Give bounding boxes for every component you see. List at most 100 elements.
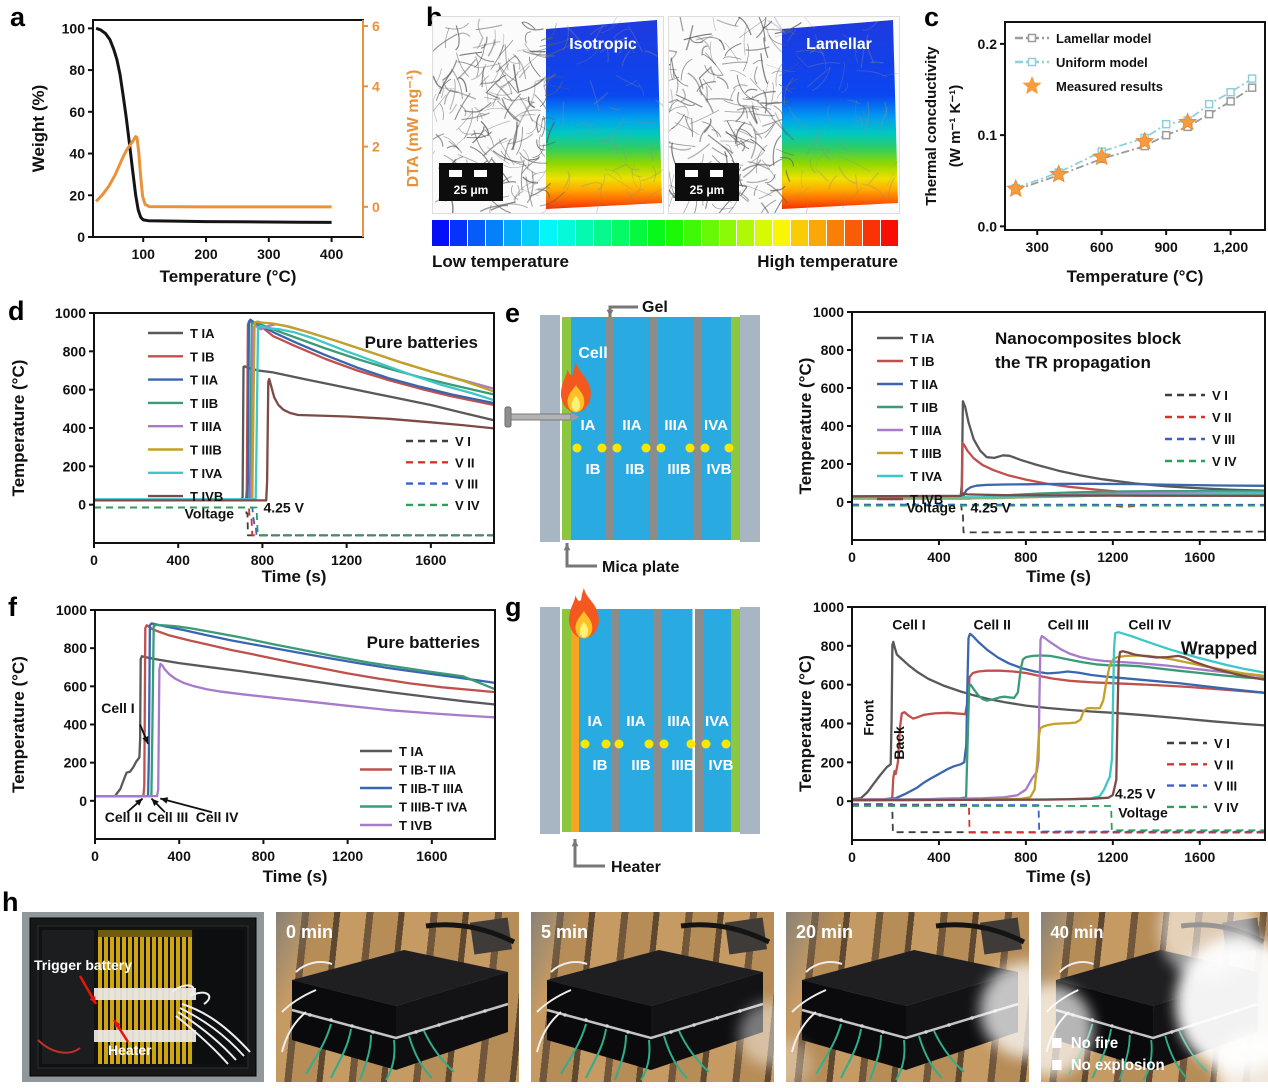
x-axis-label: Temperature (°C) bbox=[160, 267, 297, 286]
colorbar-segment bbox=[575, 220, 593, 246]
y-tick-label: 400 bbox=[821, 418, 845, 434]
legend-label: V I bbox=[1214, 736, 1230, 751]
x-tick-label: 1600 bbox=[1184, 549, 1215, 565]
x-tick-label: 400 bbox=[168, 848, 192, 864]
colorbar-segment bbox=[773, 220, 791, 246]
panel-letter-a: a bbox=[10, 2, 26, 32]
y-tick-label: 0.1 bbox=[978, 127, 998, 143]
photo-40-min: 40 min No fire No explosion bbox=[1041, 912, 1268, 1082]
legend-label: V I bbox=[455, 434, 471, 449]
legend-label: T IVB bbox=[910, 492, 943, 507]
colorbar-segment bbox=[827, 220, 845, 246]
lamellar-label: Lamellar bbox=[806, 36, 872, 53]
panel-letter-d: d bbox=[8, 296, 25, 326]
y-tick-label: 600 bbox=[821, 677, 845, 693]
insulation-strip-right bbox=[731, 609, 740, 832]
x-tick-label: 0 bbox=[848, 849, 856, 865]
cell-label-top: IVA bbox=[704, 417, 728, 434]
colorbar-low-label: Low temperature bbox=[432, 252, 569, 271]
y-tick-label: 0 bbox=[79, 793, 87, 809]
time-label: 20 min bbox=[796, 922, 853, 942]
green-wire bbox=[933, 1030, 965, 1073]
thermocouple-dot bbox=[601, 739, 611, 749]
y-axis-label: Temperature (°C) bbox=[9, 656, 28, 793]
gel-separator bbox=[606, 317, 614, 540]
legend-label: T IA bbox=[190, 326, 215, 341]
legend-label: T IIB bbox=[910, 400, 938, 415]
y-tick-label: 1000 bbox=[56, 602, 87, 618]
white-wire bbox=[536, 989, 572, 1013]
x-axis-label: Time (s) bbox=[1026, 567, 1091, 586]
cell-label-top: IVA bbox=[705, 713, 729, 730]
annotation: the TR propagation bbox=[995, 353, 1151, 372]
legend-label: T IB bbox=[190, 349, 215, 364]
x-tick-label: 300 bbox=[257, 246, 281, 262]
colorbar-segment bbox=[539, 220, 557, 246]
cell-label-bottom: IIB bbox=[631, 757, 650, 774]
y-tick-label: 800 bbox=[821, 342, 845, 358]
thermocouple-dot bbox=[724, 443, 734, 453]
green-wire bbox=[640, 1039, 651, 1081]
white-wire bbox=[1059, 961, 1094, 973]
x-tick-label: 800 bbox=[1014, 849, 1038, 865]
annotation: Cell I bbox=[101, 700, 134, 716]
x-tick-label: 400 bbox=[320, 246, 344, 262]
thermocouple-dot bbox=[641, 443, 651, 453]
y-tick-label: 1000 bbox=[813, 599, 844, 615]
y2-tick-label: 2 bbox=[372, 139, 380, 155]
series-t-iia bbox=[94, 318, 495, 502]
legend-label: V III bbox=[1214, 779, 1237, 794]
frame-rail bbox=[291, 1002, 509, 1040]
legend-label: T IIIA bbox=[190, 419, 222, 434]
series-t-iva bbox=[94, 325, 495, 501]
x-tick-label: 100 bbox=[132, 246, 156, 262]
series-v-i bbox=[852, 803, 1265, 834]
y-tick-label: 40 bbox=[69, 146, 85, 162]
green-wire bbox=[1164, 1035, 1188, 1079]
colorbar-segment bbox=[665, 220, 683, 246]
legend-label: Uniform model bbox=[1056, 55, 1148, 70]
flame-icon bbox=[560, 362, 591, 413]
thermocouple-dot bbox=[572, 443, 582, 453]
temperature-field bbox=[546, 20, 662, 209]
thermocouple-dot bbox=[686, 739, 696, 749]
time-label: 0 min bbox=[286, 922, 333, 942]
smoke bbox=[1158, 912, 1256, 980]
y-tick-label: 0 bbox=[77, 229, 85, 245]
legend-label: V IV bbox=[1212, 454, 1237, 469]
x-tick-label: 800 bbox=[1014, 549, 1038, 565]
mica-plate-label: Mica plate bbox=[602, 559, 679, 576]
panel-b-simulation: Isotropic 25 μm Lamellar 25 μm Low tempera… bbox=[420, 6, 920, 288]
series-weight bbox=[95, 26, 332, 224]
colorbar-segment bbox=[629, 220, 647, 246]
y-tick-label: 100 bbox=[62, 20, 86, 36]
legend-label: T IA bbox=[399, 744, 424, 759]
thermocouple-dot bbox=[701, 739, 711, 749]
y2-tick-label: 6 bbox=[372, 18, 380, 34]
green-wire bbox=[918, 1035, 943, 1079]
wire-bundle bbox=[179, 1007, 245, 1057]
thermocouple-dot bbox=[597, 443, 607, 453]
y-tick-label: 400 bbox=[821, 716, 845, 732]
annotation: Nanocomposites block bbox=[995, 329, 1182, 348]
green-wire bbox=[869, 1034, 882, 1081]
clamp-plate-right bbox=[740, 607, 760, 834]
y-tick-label: 0.0 bbox=[978, 218, 998, 234]
cell-label-top: IA bbox=[581, 417, 596, 434]
green-wire bbox=[815, 1023, 842, 1075]
annotation: Pure batteries bbox=[367, 633, 480, 652]
panel-letter-g: g bbox=[505, 592, 522, 622]
heater-label: Heater bbox=[611, 859, 661, 876]
colorbar-segment bbox=[521, 220, 539, 246]
scalebar-box bbox=[439, 163, 503, 201]
x-tick-label: 1200 bbox=[1097, 849, 1128, 865]
white-wire bbox=[295, 961, 333, 973]
series-t-iiib bbox=[94, 320, 495, 502]
annotation: 4.25 V bbox=[970, 499, 1011, 515]
annotation: Cell II bbox=[974, 616, 1011, 632]
clamp-plate-left bbox=[540, 607, 560, 834]
panel-d-pure-batteries-chart: 0 400 800 1200 1600 0 200 400 600 800 1000 Time (s)… bbox=[8, 300, 500, 588]
legend-label: T IIIB bbox=[910, 446, 942, 461]
annotation: 4.25 V bbox=[263, 499, 304, 515]
y-axis-label: Thermal concductivity bbox=[923, 46, 940, 206]
